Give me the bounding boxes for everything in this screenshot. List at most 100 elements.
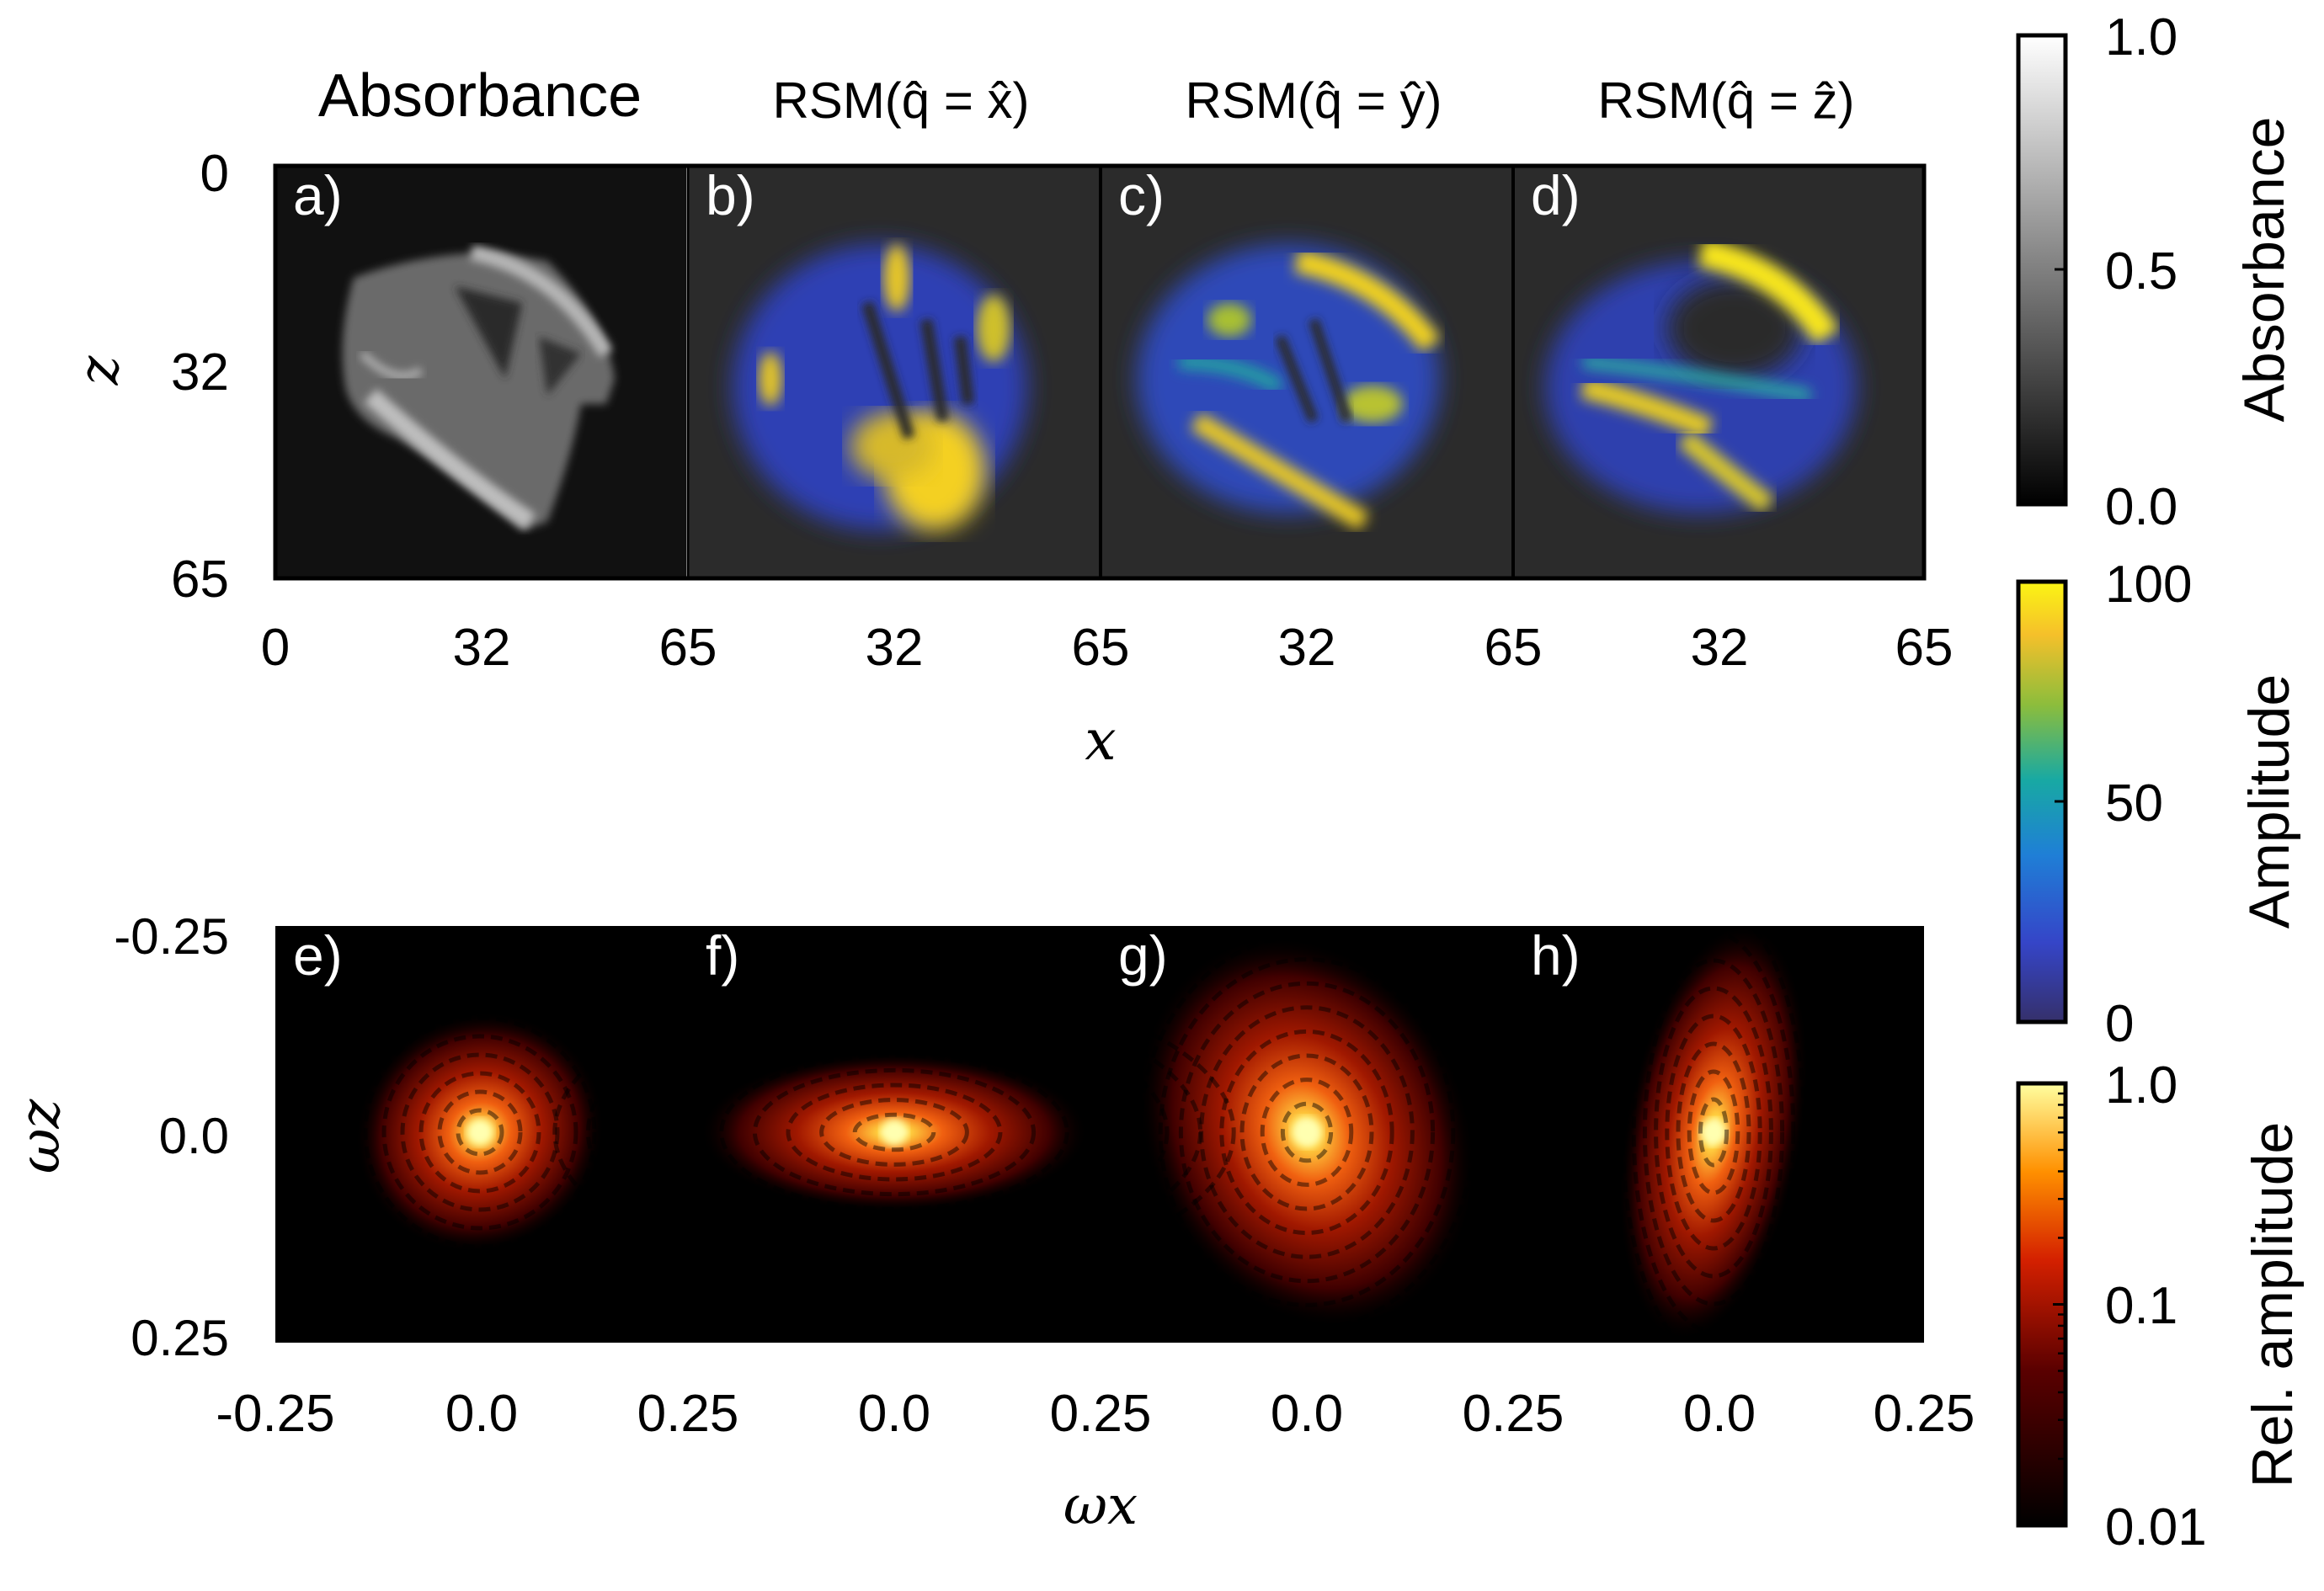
bottom-ytick-1: 0.0 bbox=[159, 1108, 229, 1164]
panel-label-e: e) bbox=[293, 924, 343, 987]
top-xtick-4: 65 bbox=[1072, 619, 1130, 677]
colorbar-amplitude-tick-1: 50 bbox=[2105, 774, 2163, 833]
column-title-c: RSM(q̂ = ŷ) bbox=[1185, 72, 1442, 129]
bottom-ylabel: ωz bbox=[8, 1098, 72, 1173]
bottom-xlabel: ωx bbox=[1063, 1475, 1138, 1537]
panel-a: a) bbox=[275, 164, 686, 578]
fourier-images bbox=[289, 926, 1829, 1343]
top-ylabel: z bbox=[67, 354, 131, 386]
panel-d: d) bbox=[1513, 164, 1924, 578]
panel-label-d: d) bbox=[1531, 164, 1580, 226]
colorbar-absorbance-tick-0: 1.0 bbox=[2105, 8, 2177, 67]
top-xtick-6: 65 bbox=[1484, 619, 1543, 677]
panel-c: c) bbox=[1101, 164, 1511, 578]
bottom-xticks: -0.25 0.0 0.25 0.0 0.25 0.0 0.25 0.0 0.25 bbox=[216, 1385, 1975, 1443]
fourier-e bbox=[355, 1012, 605, 1253]
fourier-ring-3 bbox=[1665, 1014, 1762, 1251]
top-xtick-1: 32 bbox=[453, 619, 511, 677]
bottom-xtick-8: 0.25 bbox=[1874, 1385, 1975, 1443]
bottom-xtick-6: 0.25 bbox=[1463, 1385, 1564, 1443]
fourier-ring-3 bbox=[1631, 930, 1796, 1334]
colorbar-rel-amplitude-label: Rel. amplitude bbox=[2241, 1122, 2305, 1488]
fourier-ring-0 bbox=[307, 960, 653, 1305]
fourier-ring-3 bbox=[1687, 1069, 1740, 1195]
fourier-ring-0 bbox=[400, 1052, 560, 1212]
colorbar-rel-amplitude-tick-1: 0.1 bbox=[2105, 1277, 2177, 1335]
top-ytick-2: 65 bbox=[171, 551, 229, 609]
fourier-ring-0 bbox=[381, 1034, 578, 1231]
fourier-ring-2 bbox=[1280, 1101, 1334, 1163]
fourier-ring-3 bbox=[1609, 926, 1818, 1343]
colorbar-amplitude-tick-2: 0 bbox=[2105, 995, 2134, 1053]
colorbar-absorbance-label: Absorbance bbox=[2232, 117, 2296, 423]
colorbar-absorbance-tick-1: 0.5 bbox=[2105, 242, 2177, 301]
bottom-xtick-3: 0.0 bbox=[858, 1385, 930, 1443]
bottom-xtick-2: 0.25 bbox=[637, 1385, 739, 1443]
fourier-ring-3 bbox=[1598, 926, 1829, 1343]
absorbance-image bbox=[342, 245, 615, 530]
fourier-ring-0 bbox=[289, 941, 671, 1323]
rsm-x-image bbox=[733, 244, 1027, 530]
fourier-ring-1 bbox=[653, 1024, 1136, 1241]
fourier-ring-0 bbox=[418, 1071, 541, 1194]
fourier-ring-0 bbox=[344, 997, 616, 1268]
panel-label-h: h) bbox=[1531, 924, 1580, 987]
bottom-xtick-4: 0.25 bbox=[1050, 1385, 1152, 1443]
fourier-ring-2 bbox=[1199, 1005, 1415, 1259]
fourier-ring-2 bbox=[1097, 926, 1516, 1343]
fourier-ring-3 bbox=[1620, 926, 1807, 1343]
panel-label-a: a) bbox=[293, 164, 343, 226]
colorbar-rel-amplitude: 1.0 0.1 0.01 Rel. amplitude bbox=[2016, 1056, 2305, 1556]
fourier-h bbox=[1618, 926, 1809, 1340]
colorbar-amplitude-tick-0: 100 bbox=[2105, 556, 2192, 614]
bottom-ytick-2: 0.25 bbox=[131, 1310, 229, 1366]
fourier-ring-2 bbox=[1239, 1053, 1374, 1211]
colorbar-amplitude-label: Amplitude bbox=[2237, 674, 2301, 929]
panel-label-g: g) bbox=[1118, 924, 1168, 987]
fourier-ring-2 bbox=[1158, 957, 1456, 1307]
fourier-ring-1 bbox=[619, 1008, 1170, 1256]
fourier-ring-1 bbox=[719, 1053, 1069, 1211]
top-xtick-5: 32 bbox=[1278, 619, 1336, 677]
colorbar-rel-amplitude-minor-ticks bbox=[2053, 1092, 2065, 1461]
top-xtick-7: 32 bbox=[1691, 619, 1749, 677]
fourier-ring-2 bbox=[1260, 1078, 1354, 1187]
top-xtick-3: 32 bbox=[866, 619, 924, 677]
rsm-y-image bbox=[1137, 244, 1442, 531]
fourier-ring-1 bbox=[819, 1098, 969, 1167]
panel-label-f: f) bbox=[706, 924, 739, 987]
colorbar-rel-amplitude-tick-0: 1.0 bbox=[2105, 1056, 2177, 1115]
fourier-ring-3 bbox=[1654, 986, 1773, 1279]
column-title-b: RSM(q̂ = x̂) bbox=[772, 72, 1029, 129]
top-xticks: 0 32 65 32 65 32 65 32 65 bbox=[261, 619, 1954, 677]
colorbar-amplitude: 100 50 0 Amplitude bbox=[2016, 556, 2301, 1053]
column-title-d: RSM(q̂ = ẑ) bbox=[1597, 72, 1854, 129]
fourier-f bbox=[701, 1052, 1088, 1212]
bottom-ytick-0: -0.25 bbox=[114, 908, 229, 965]
fourier-ring-2 bbox=[1117, 926, 1496, 1343]
fourier-ring-0 bbox=[456, 1108, 504, 1157]
fourier-ring-2 bbox=[1178, 981, 1436, 1284]
column-title-a: Absorbance bbox=[318, 62, 642, 130]
top-xlabel: x bbox=[1085, 708, 1116, 773]
top-ytick-1: 32 bbox=[171, 343, 229, 402]
fourier-ring-3 bbox=[1642, 958, 1785, 1306]
fourier-ring-0 bbox=[363, 1015, 597, 1249]
fourier-ring-2 bbox=[1138, 933, 1476, 1332]
bottom-xtick-7: 0.0 bbox=[1683, 1385, 1756, 1443]
fourier-ring-1 bbox=[585, 993, 1203, 1271]
panel-label-b: b) bbox=[706, 164, 755, 226]
fourier-ring-3 bbox=[1676, 1041, 1751, 1223]
panel-label-c: c) bbox=[1118, 164, 1165, 226]
fourier-ring-0 bbox=[437, 1089, 523, 1175]
rsm-z-image bbox=[1545, 238, 1857, 513]
bottom-xtick-0: -0.25 bbox=[216, 1385, 334, 1443]
fourier-ring-1 bbox=[752, 1067, 1037, 1197]
top-xtick-8: 65 bbox=[1895, 619, 1954, 677]
fourier-ring-1 bbox=[852, 1112, 936, 1152]
colorbar-absorbance: 1.0 0.5 0.0 Absorbance bbox=[2016, 8, 2296, 536]
fourier-g bbox=[1138, 937, 1475, 1328]
top-xtick-0: 0 bbox=[261, 619, 290, 677]
bottom-xtick-5: 0.0 bbox=[1271, 1385, 1343, 1443]
